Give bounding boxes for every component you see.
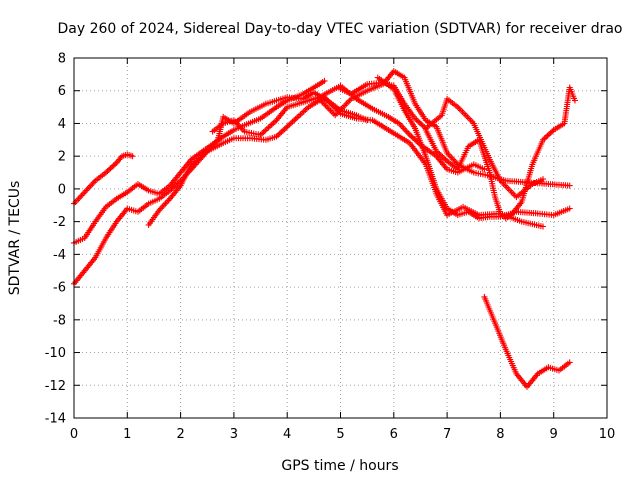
data-point	[566, 205, 573, 212]
y-tick-label: -8	[53, 313, 66, 328]
data-point	[540, 176, 546, 183]
x-tick-label: 1	[123, 427, 131, 442]
y-tick-label: 6	[58, 84, 66, 99]
x-tick-label: 8	[496, 427, 504, 442]
series-track-1	[71, 151, 136, 207]
data-point	[540, 223, 546, 230]
series-track-9	[422, 84, 578, 222]
data-point	[129, 153, 136, 160]
x-tick-label: 0	[70, 427, 78, 442]
x-tick-label: 10	[599, 427, 616, 442]
series-group	[71, 68, 578, 390]
series-track-8	[374, 74, 573, 222]
chart-title: Day 260 of 2024, Sidereal Day-to-day VTE…	[57, 21, 622, 37]
y-tick-label: 8	[58, 52, 66, 67]
series-track-6	[316, 68, 573, 189]
x-tick-label: 5	[336, 427, 344, 442]
data-point	[321, 77, 328, 84]
y-tick-label: -2	[53, 215, 66, 230]
x-tick-label: 9	[550, 427, 558, 442]
y-tick-label: -12	[45, 379, 66, 394]
x-tick-label: 3	[230, 427, 238, 442]
data-point	[566, 182, 573, 189]
y-tick-label: 4	[58, 117, 66, 132]
series-track-10	[481, 293, 573, 390]
y-tick-label: -6	[53, 281, 66, 296]
data-point	[572, 97, 578, 104]
series-line	[483, 296, 571, 388]
y-tick-labels: -14 -12 -10 -8 -6 -4 -2 0 2 4 6 8	[45, 52, 66, 427]
x-tick-label: 7	[443, 427, 451, 442]
series-track-2	[71, 77, 328, 246]
x-axis-label: GPS time / hours	[281, 458, 398, 474]
x-tick-labels: 0 1 2 3 4 5 6 7 8 9 10	[70, 427, 615, 442]
axis-ticks	[73, 57, 608, 419]
x-tick-label: 4	[283, 427, 291, 442]
y-tick-label: 2	[58, 150, 66, 165]
x-tick-label: 2	[176, 427, 184, 442]
series-track-3	[71, 89, 371, 287]
series-track-7	[337, 79, 546, 201]
x-tick-label: 6	[390, 427, 398, 442]
y-tick-label: 0	[58, 182, 66, 197]
y-tick-label: -10	[45, 346, 66, 361]
y-tick-label: -14	[45, 412, 66, 427]
data-point	[481, 166, 488, 173]
data-point	[566, 359, 573, 366]
y-tick-label: -4	[53, 248, 66, 263]
y-axis-label: SDTVAR / TECUs	[7, 181, 23, 296]
